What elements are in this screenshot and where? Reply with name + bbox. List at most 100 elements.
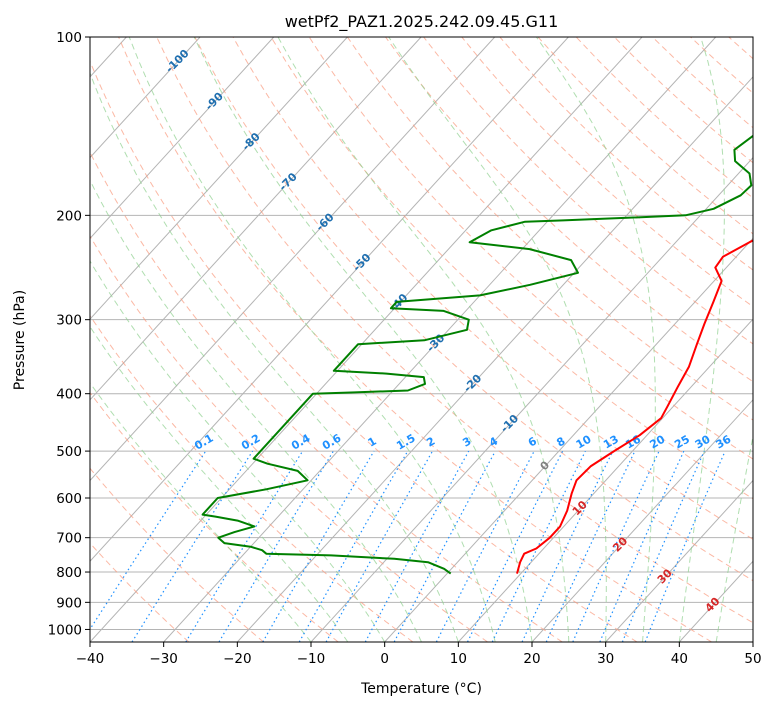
moist-adiabat-line: [90, 382, 312, 642]
mixing-ratio-label: 10: [574, 432, 594, 451]
mixing-ratio-line: [491, 450, 586, 642]
isotherm-line: [90, 37, 422, 401]
isotherm-line: [163, 37, 717, 642]
chart-title: wetPf2_PAZ1.2025.242.09.45.G11: [285, 12, 559, 32]
mixing-ratio-line: [185, 450, 304, 642]
isotherm-line: [90, 37, 496, 482]
dewpoint-line: [201, 134, 753, 575]
mixing-ratio-line: [393, 450, 496, 642]
moist-adiabat-line: [90, 260, 386, 642]
dry-adiabat-line: [90, 542, 190, 642]
mixing-ratio-lines: [90, 450, 726, 642]
dry-adiabat-line: [767, 37, 775, 642]
isotherm-line: [457, 318, 753, 642]
dry-adiabat-line: [652, 37, 753, 129]
isotherm-line: [236, 76, 753, 642]
mixing-ratio-label: 8: [554, 435, 567, 450]
mixing-ratio-label: 0.4: [289, 431, 313, 452]
mixing-ratio-line: [262, 450, 375, 642]
dry-adiabat-line: [346, 37, 753, 421]
mixing-ratio-label: 6: [526, 434, 539, 449]
mixing-ratio-label: 0.2: [239, 432, 262, 453]
y-tick-label: 1000: [48, 622, 82, 638]
dry-adiabat-line: [270, 37, 753, 500]
dry-adiabat-line: [156, 37, 753, 624]
y-tick-label: 400: [56, 387, 82, 403]
isotherm-line: [90, 37, 201, 159]
moist-adiabat-line: [535, 37, 656, 642]
dry-adiabat-line: [537, 37, 753, 235]
sounding-series: [201, 134, 753, 575]
y-tick-label: 100: [56, 30, 82, 46]
dry-adiabat-line: [232, 37, 753, 540]
dry-adiabat-line: [90, 467, 264, 642]
x-tick-label: −20: [223, 651, 252, 667]
x-tick-label: 30: [597, 651, 614, 667]
x-tick-label: 20: [523, 651, 540, 667]
mixing-ratio-line: [364, 450, 470, 642]
dry-adiabat-line: [728, 37, 753, 60]
moist-adiabats: [90, 37, 753, 642]
moist-adiabat-line: [715, 433, 753, 642]
mixing-ratio-label: 20: [648, 432, 668, 451]
moist-adiabat-line: [90, 325, 349, 642]
y-tick-label: 300: [56, 313, 82, 329]
x-axis-title: Temperature (°C): [360, 681, 482, 697]
mixing-ratio-line: [298, 450, 409, 642]
y-tick-label: 600: [56, 491, 82, 507]
dry-adiabat-line: [90, 151, 563, 642]
moist-adiabat-line: [90, 71, 459, 642]
y-axis-title: Pressure (hPa): [12, 290, 28, 390]
isotherm-line: [531, 399, 753, 642]
dry-adiabat-line: [90, 60, 638, 642]
dry-adiabat-line: [118, 37, 712, 642]
dry-adiabat-line: [423, 37, 753, 345]
temperature-line: [516, 239, 753, 574]
mixing-ratio-line: [521, 450, 614, 642]
y-tick-label: 200: [56, 208, 82, 224]
x-tick-label: 10: [450, 651, 467, 667]
moist-adiabat-line: [128, 37, 496, 642]
dry-adiabat-line: [308, 37, 753, 460]
dry-adiabats: [90, 37, 775, 642]
moist-adiabat-line: [193, 37, 533, 642]
isotherm-line: [90, 37, 643, 642]
x-axis: −40 −30 −20 −10 0 10 20 30 40 50: [76, 642, 762, 667]
x-tick-label: 0: [380, 651, 389, 667]
mixing-ratio-label: 1: [366, 435, 379, 450]
isobar-grid: [90, 37, 753, 630]
isotherm-line: [605, 479, 753, 642]
moist-adiabat-line: [90, 179, 422, 642]
isotherm-line: [90, 37, 569, 563]
x-tick-label: −30: [149, 651, 178, 667]
dry-adiabat-line: [194, 37, 753, 582]
mixing-ratio-label: 2: [424, 435, 437, 450]
moist-adiabat-line: [388, 37, 607, 642]
mixing-ratio-line: [131, 450, 254, 642]
moist-adiabat-line: [277, 37, 570, 642]
y-tick-label: 900: [56, 595, 82, 611]
isotherm-grid: [90, 37, 753, 642]
isotherm-line: [752, 641, 753, 642]
isotherm-line: [384, 237, 753, 642]
mixing-ratio-line: [90, 450, 207, 631]
x-tick-label: 40: [671, 651, 688, 667]
mixing-ratio-line: [545, 450, 636, 642]
dry-adiabat-line: [90, 391, 339, 642]
mixing-ratio-label: 30: [693, 432, 713, 451]
isotherm-line: [90, 37, 275, 240]
plot-frame: [89, 36, 754, 643]
mixing-ratio-line: [466, 450, 564, 642]
y-tick-label: 800: [56, 565, 82, 581]
mixing-ratio-line: [621, 450, 705, 642]
x-tick-label: −40: [76, 651, 105, 667]
x-tick-label: 50: [744, 651, 761, 667]
dry-adiabat-line: [90, 314, 414, 642]
dry-adiabat-line: [90, 235, 488, 642]
mixing-ratio-label: 25: [672, 433, 692, 452]
y-axis: 100 200 300 400 500 600 700 800 900 1000: [48, 30, 90, 638]
x-tick-label: −10: [297, 651, 326, 667]
moist-adiabat-line: [678, 37, 725, 642]
isotherm-line: [90, 37, 348, 320]
